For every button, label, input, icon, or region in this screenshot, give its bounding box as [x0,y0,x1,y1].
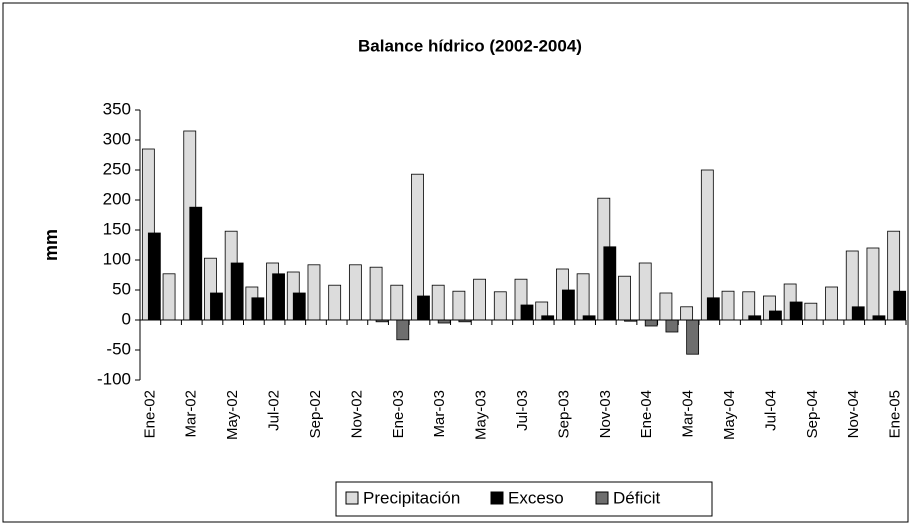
bar [789,301,803,321]
bar [307,264,321,321]
x-tick-label: Ene-04 [638,390,655,438]
bar [659,292,673,321]
y-tick-label: 200 [103,189,131,208]
bar [452,290,466,321]
x-tick-label: Nov-04 [845,390,862,438]
x-tick-label: Sep-04 [804,390,821,438]
y-tick-label: 50 [112,279,131,298]
legend-box [335,481,713,517]
bar [893,290,907,321]
bar [680,306,694,321]
x-tick-label: Ene-02 [141,390,158,438]
chart-frame [2,2,909,523]
bar [603,246,617,321]
bar [576,273,590,321]
bar [493,291,507,321]
y-tick-label: 0 [122,309,131,328]
bar [665,319,679,333]
x-tick-label: Jul-02 [266,390,283,431]
bar [804,302,818,321]
legend-label: Exceso [508,488,564,507]
bar [825,286,838,321]
bar [390,284,404,321]
chart-title: Balance hídrico (2002-2004) [358,36,582,55]
bar [851,306,865,321]
bar [872,315,886,321]
bar [348,264,362,321]
bar [230,262,244,321]
legend-label: Precipitación [363,488,460,507]
bar [251,297,265,321]
x-tick-label: Nov-02 [348,390,365,438]
bar [162,273,176,321]
y-tick-label: 250 [103,159,131,178]
y-tick-label: 300 [103,129,131,148]
bar [369,266,383,321]
y-tick-label: 100 [103,249,131,268]
bar [748,315,762,321]
x-tick-label: Mar-02 [183,390,200,438]
bar [147,232,161,321]
bar [721,290,735,321]
bar [562,289,575,321]
bar [328,284,342,321]
bar [769,310,782,321]
x-tick-label: Nov-03 [597,390,614,438]
legend-swatch [595,491,609,505]
y-axis-label: mm [41,229,61,261]
bar [582,315,596,321]
bar [638,262,652,321]
bar [618,275,631,321]
y-tick-label: 350 [103,99,131,118]
bar [189,206,203,321]
bar [541,315,555,321]
bar [292,292,306,321]
x-tick-label: Sep-02 [307,390,324,438]
x-tick-label: May-04 [721,390,738,440]
bar [417,295,430,321]
y-tick-label: -100 [97,369,131,388]
bar [473,278,486,321]
bar [520,304,534,321]
bar [706,297,720,321]
bar [396,319,410,341]
x-tick-label: Ene-05 [887,390,904,438]
bar [644,319,658,327]
legend-label: Déficit [613,488,661,507]
bar [431,284,445,321]
x-tick-label: May-02 [224,390,241,440]
bar [866,247,880,321]
x-tick-label: Mar-03 [431,390,448,438]
legend-swatch [490,491,504,505]
bar [686,319,700,355]
x-tick-label: Jul-04 [762,390,779,431]
x-tick-label: May-03 [473,390,490,440]
x-tick-label: Mar-04 [680,390,697,438]
legend-swatch [345,491,359,505]
bar [210,292,223,321]
x-tick-label: Jul-03 [514,390,531,431]
y-tick-label: 150 [103,219,131,238]
y-tick-label: -50 [106,339,131,358]
x-tick-label: Ene-03 [390,390,407,438]
bar [272,273,285,321]
x-tick-label: Sep-03 [555,390,572,438]
